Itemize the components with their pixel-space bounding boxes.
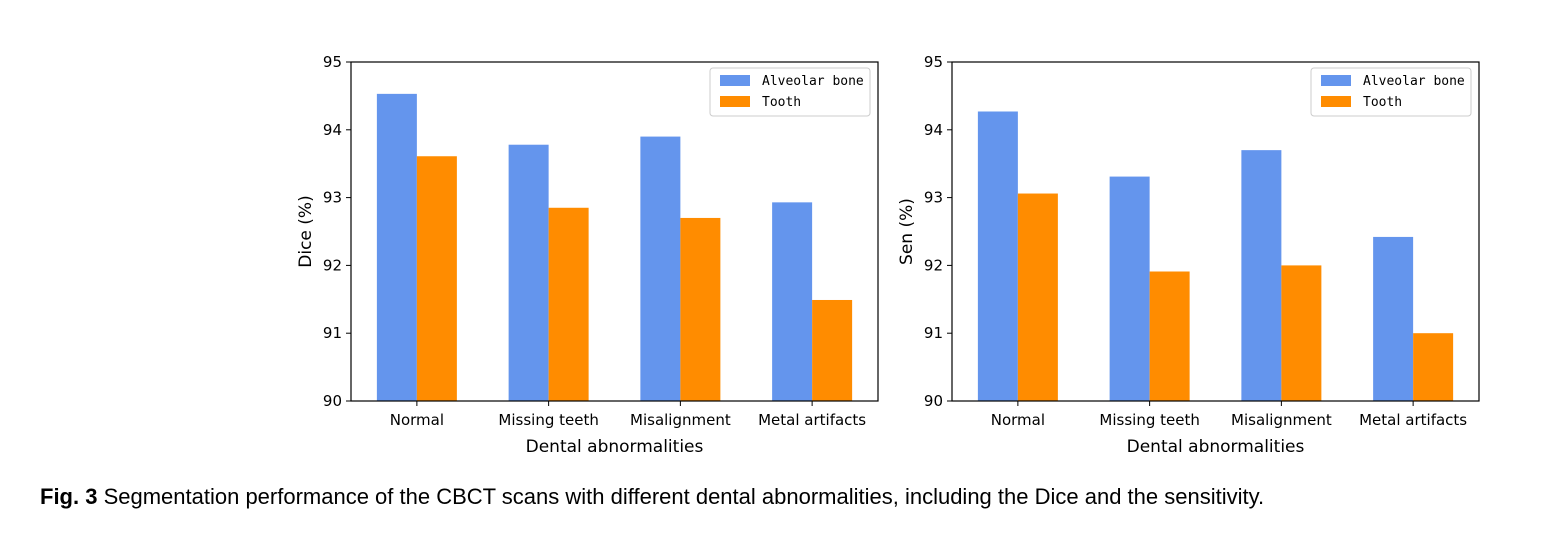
y-axis-label: Sen (%) bbox=[897, 198, 917, 265]
x-tick-label: Normal bbox=[991, 411, 1045, 429]
y-tick-label: 93 bbox=[323, 189, 342, 207]
y-tick-label: 90 bbox=[924, 392, 943, 410]
x-tick-label: Missing teeth bbox=[498, 411, 598, 429]
y-axis-label: Dice (%) bbox=[296, 195, 316, 267]
bar-tooth-4 bbox=[812, 299, 853, 401]
y-tick-label: 94 bbox=[323, 121, 342, 139]
bar-alveolar-bone-3 bbox=[1241, 150, 1282, 401]
y-tick-label: 94 bbox=[924, 121, 943, 139]
y-tick-label: 90 bbox=[323, 392, 342, 410]
x-tick-label: Missing teeth bbox=[1099, 411, 1199, 429]
legend-swatch-alveolar-bone bbox=[720, 75, 750, 86]
bar-alveolar-bone-4 bbox=[1373, 236, 1414, 401]
bar-alveolar-bone-1 bbox=[376, 93, 417, 401]
x-tick-label: Misalignment bbox=[1231, 411, 1332, 429]
caption-text: Segmentation performance of the CBCT sca… bbox=[97, 484, 1265, 509]
bar-alveolar-bone-2 bbox=[508, 144, 549, 401]
plot-frame bbox=[350, 61, 879, 402]
legend-swatch-alveolar-bone bbox=[1321, 75, 1351, 86]
bar-tooth-2 bbox=[548, 207, 589, 401]
x-tick-label: Metal artifacts bbox=[758, 411, 866, 429]
legend-label-alveolar-bone: Alveolar bone bbox=[1363, 74, 1465, 89]
caption-label: Fig. 3 bbox=[40, 484, 98, 509]
bar-tooth-3 bbox=[1281, 265, 1322, 401]
x-axis-label: Dental abnormalities bbox=[526, 437, 704, 457]
y-tick-label: 91 bbox=[924, 324, 943, 342]
x-tick-label: Normal bbox=[390, 411, 444, 429]
chart-panel-1: 90 91 92 93 94 95 Normal Missing teeth Misalignm… bbox=[296, 53, 879, 457]
bar-alveolar-bone-3 bbox=[640, 136, 681, 401]
figure-charts: 90 91 92 93 94 95 Normal Missing teeth Misalignm… bbox=[296, 53, 1480, 457]
plot-frame bbox=[951, 61, 1480, 402]
legend-label-alveolar-bone: Alveolar bone bbox=[762, 74, 864, 89]
bar-alveolar-bone-4 bbox=[772, 202, 813, 401]
y-tick-label: 91 bbox=[323, 324, 342, 342]
bar-alveolar-bone-2 bbox=[1109, 176, 1150, 401]
bar-tooth-1 bbox=[1017, 193, 1058, 401]
y-tick-label: 92 bbox=[323, 256, 342, 274]
chart-panel-2: 90 91 92 93 94 95 Normal Missing teeth Misalignm… bbox=[897, 53, 1480, 457]
bar-tooth-1 bbox=[416, 156, 457, 401]
bar-tooth-4 bbox=[1413, 333, 1454, 401]
y-tick-label: 95 bbox=[924, 53, 943, 71]
y-tick-label: 95 bbox=[323, 53, 342, 71]
bar-alveolar-bone-1 bbox=[977, 111, 1018, 401]
bar-tooth-2 bbox=[1149, 271, 1190, 401]
y-tick-label: 93 bbox=[924, 189, 943, 207]
legend-swatch-tooth bbox=[1321, 96, 1351, 107]
x-tick-label: Metal artifacts bbox=[1359, 411, 1467, 429]
bar-tooth-3 bbox=[680, 217, 721, 401]
legend-label-tooth: Tooth bbox=[1363, 95, 1402, 110]
y-tick-label: 92 bbox=[924, 256, 943, 274]
legend-label-tooth: Tooth bbox=[762, 95, 801, 110]
x-tick-label: Misalignment bbox=[630, 411, 731, 429]
legend-swatch-tooth bbox=[720, 96, 750, 107]
figure-caption: Fig. 3 Segmentation performance of the C… bbox=[40, 484, 1540, 510]
x-axis-label: Dental abnormalities bbox=[1127, 437, 1305, 457]
